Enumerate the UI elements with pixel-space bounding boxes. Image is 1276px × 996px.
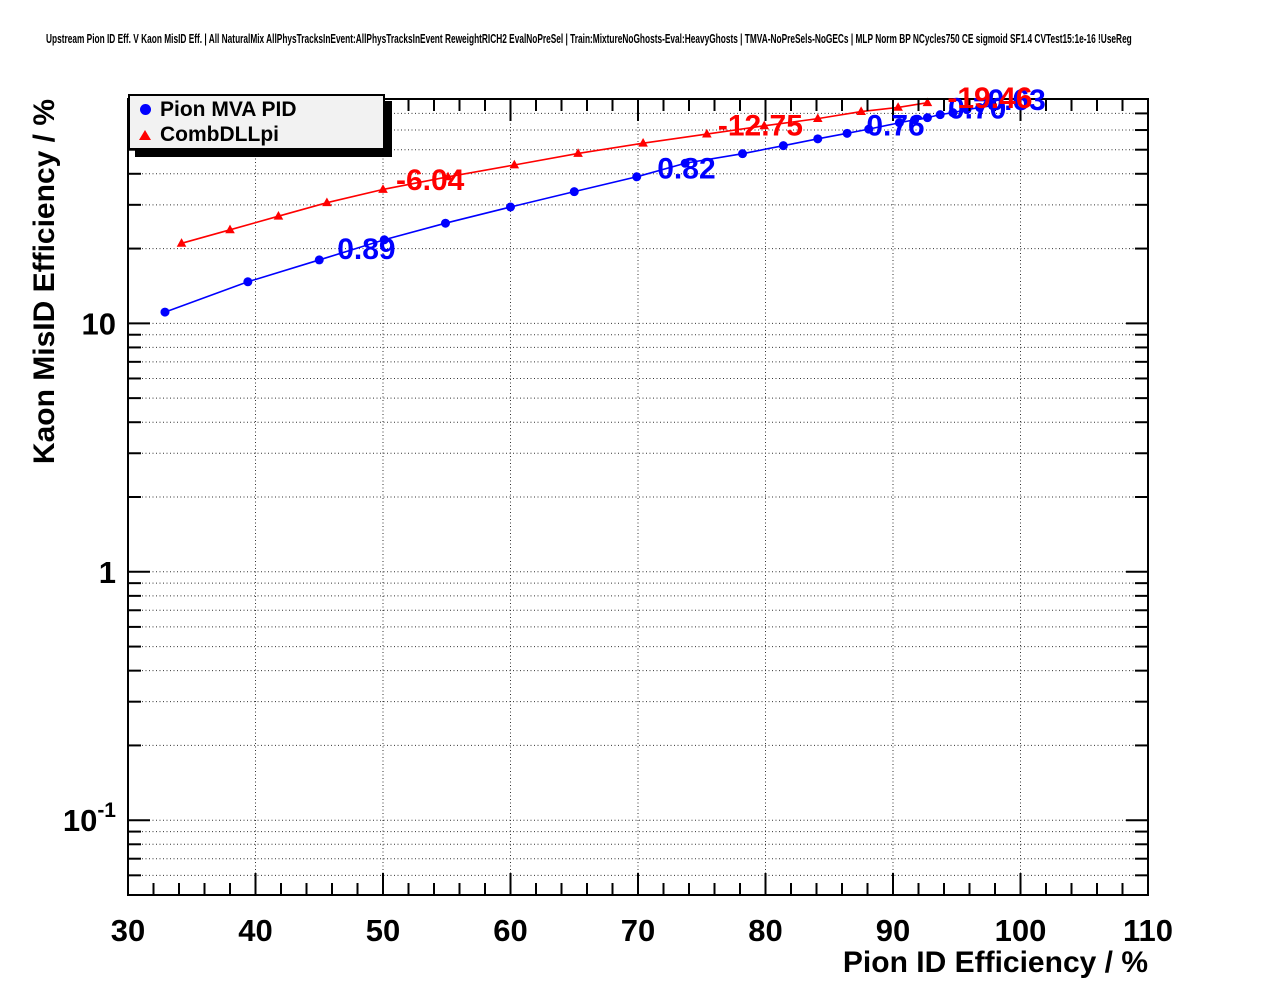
x-tick-label: 80	[748, 913, 782, 948]
data-point	[842, 128, 852, 138]
data-point	[569, 187, 579, 197]
x-tick-label: 70	[621, 913, 655, 948]
data-point	[778, 141, 788, 151]
data-point	[812, 113, 823, 123]
data-point	[856, 106, 866, 115]
legend: Pion MVA PID CombDLLpi	[128, 94, 385, 150]
cut-label-layer: 0.89 0.82 0.76 0.700.63 -6.04 -12.75 -19.46	[337, 82, 1046, 266]
cut-label: 0.76	[866, 110, 924, 143]
data-point	[176, 238, 187, 247]
cut-label: -12.75	[718, 110, 803, 143]
data-point	[702, 128, 712, 138]
cut-label: -19.46	[947, 82, 1032, 115]
legend-marker-cell	[130, 129, 160, 140]
x-tick-label: 110	[1123, 913, 1173, 948]
chart-title: Upstream Pion ID Eff. V Kaon MisID Eff. …	[46, 32, 1132, 46]
data-point	[506, 202, 515, 212]
series-layer	[160, 97, 997, 317]
x-tick-label: 50	[366, 913, 400, 948]
data-point	[632, 172, 642, 182]
data-point	[243, 277, 253, 287]
cut-label: 0.63	[987, 84, 1045, 117]
data-point	[893, 102, 903, 111]
triangle-marker-icon	[139, 129, 151, 140]
data-point	[935, 110, 945, 120]
data-point	[813, 134, 823, 144]
data-point	[759, 120, 770, 130]
x-tick-label: 90	[876, 913, 910, 948]
data-point	[440, 218, 450, 228]
data-point	[443, 171, 453, 181]
data-point	[894, 118, 904, 128]
data-point	[314, 255, 324, 265]
data-point	[509, 159, 520, 169]
cut-label: 0.70	[948, 93, 1006, 126]
data-point	[864, 124, 874, 134]
legend-label: Pion MVA PID	[160, 97, 297, 121]
y-axis-title: Kaon MisID Efficiency / %	[28, 99, 61, 464]
legend-label: CombDLLpi	[160, 123, 279, 147]
data-point	[273, 210, 284, 220]
cut-label: -6.04	[396, 164, 465, 197]
y-tick-label: 1	[99, 555, 116, 590]
legend-item: Pion MVA PID	[130, 97, 383, 122]
x-tick-label: 30	[111, 913, 145, 948]
data-point	[910, 115, 920, 125]
cut-label: 0.82	[657, 152, 715, 185]
data-point	[948, 108, 958, 118]
legend-item: CombDLLpi	[130, 122, 383, 147]
data-point	[573, 148, 583, 157]
data-point	[379, 235, 389, 245]
data-point	[922, 113, 932, 123]
x-tick-label: 60	[493, 913, 527, 948]
data-point	[378, 184, 388, 193]
tick-label-layer: 30 40 50 60 70 80 90 100 110 10 1 10-1	[63, 306, 1173, 948]
x-tick-label: 40	[238, 913, 272, 948]
data-point	[922, 97, 933, 107]
data-point	[738, 149, 748, 159]
x-axis-title: Pion ID Efficiency / %	[843, 946, 1148, 979]
data-point	[680, 158, 690, 168]
cut-label: 0.89	[337, 233, 395, 266]
circle-marker-icon	[139, 103, 151, 115]
y-tick-label: 10	[82, 306, 116, 341]
data-point	[160, 307, 170, 317]
x-tick-label: 100	[995, 913, 1047, 948]
series-line-pion-mva-pid	[164, 104, 993, 313]
data-point	[638, 138, 648, 147]
data-point	[975, 103, 985, 113]
data-point	[225, 224, 235, 234]
y-tick-label: 10-1	[63, 799, 116, 838]
data-point	[322, 197, 332, 207]
legend-marker-cell	[130, 103, 160, 115]
